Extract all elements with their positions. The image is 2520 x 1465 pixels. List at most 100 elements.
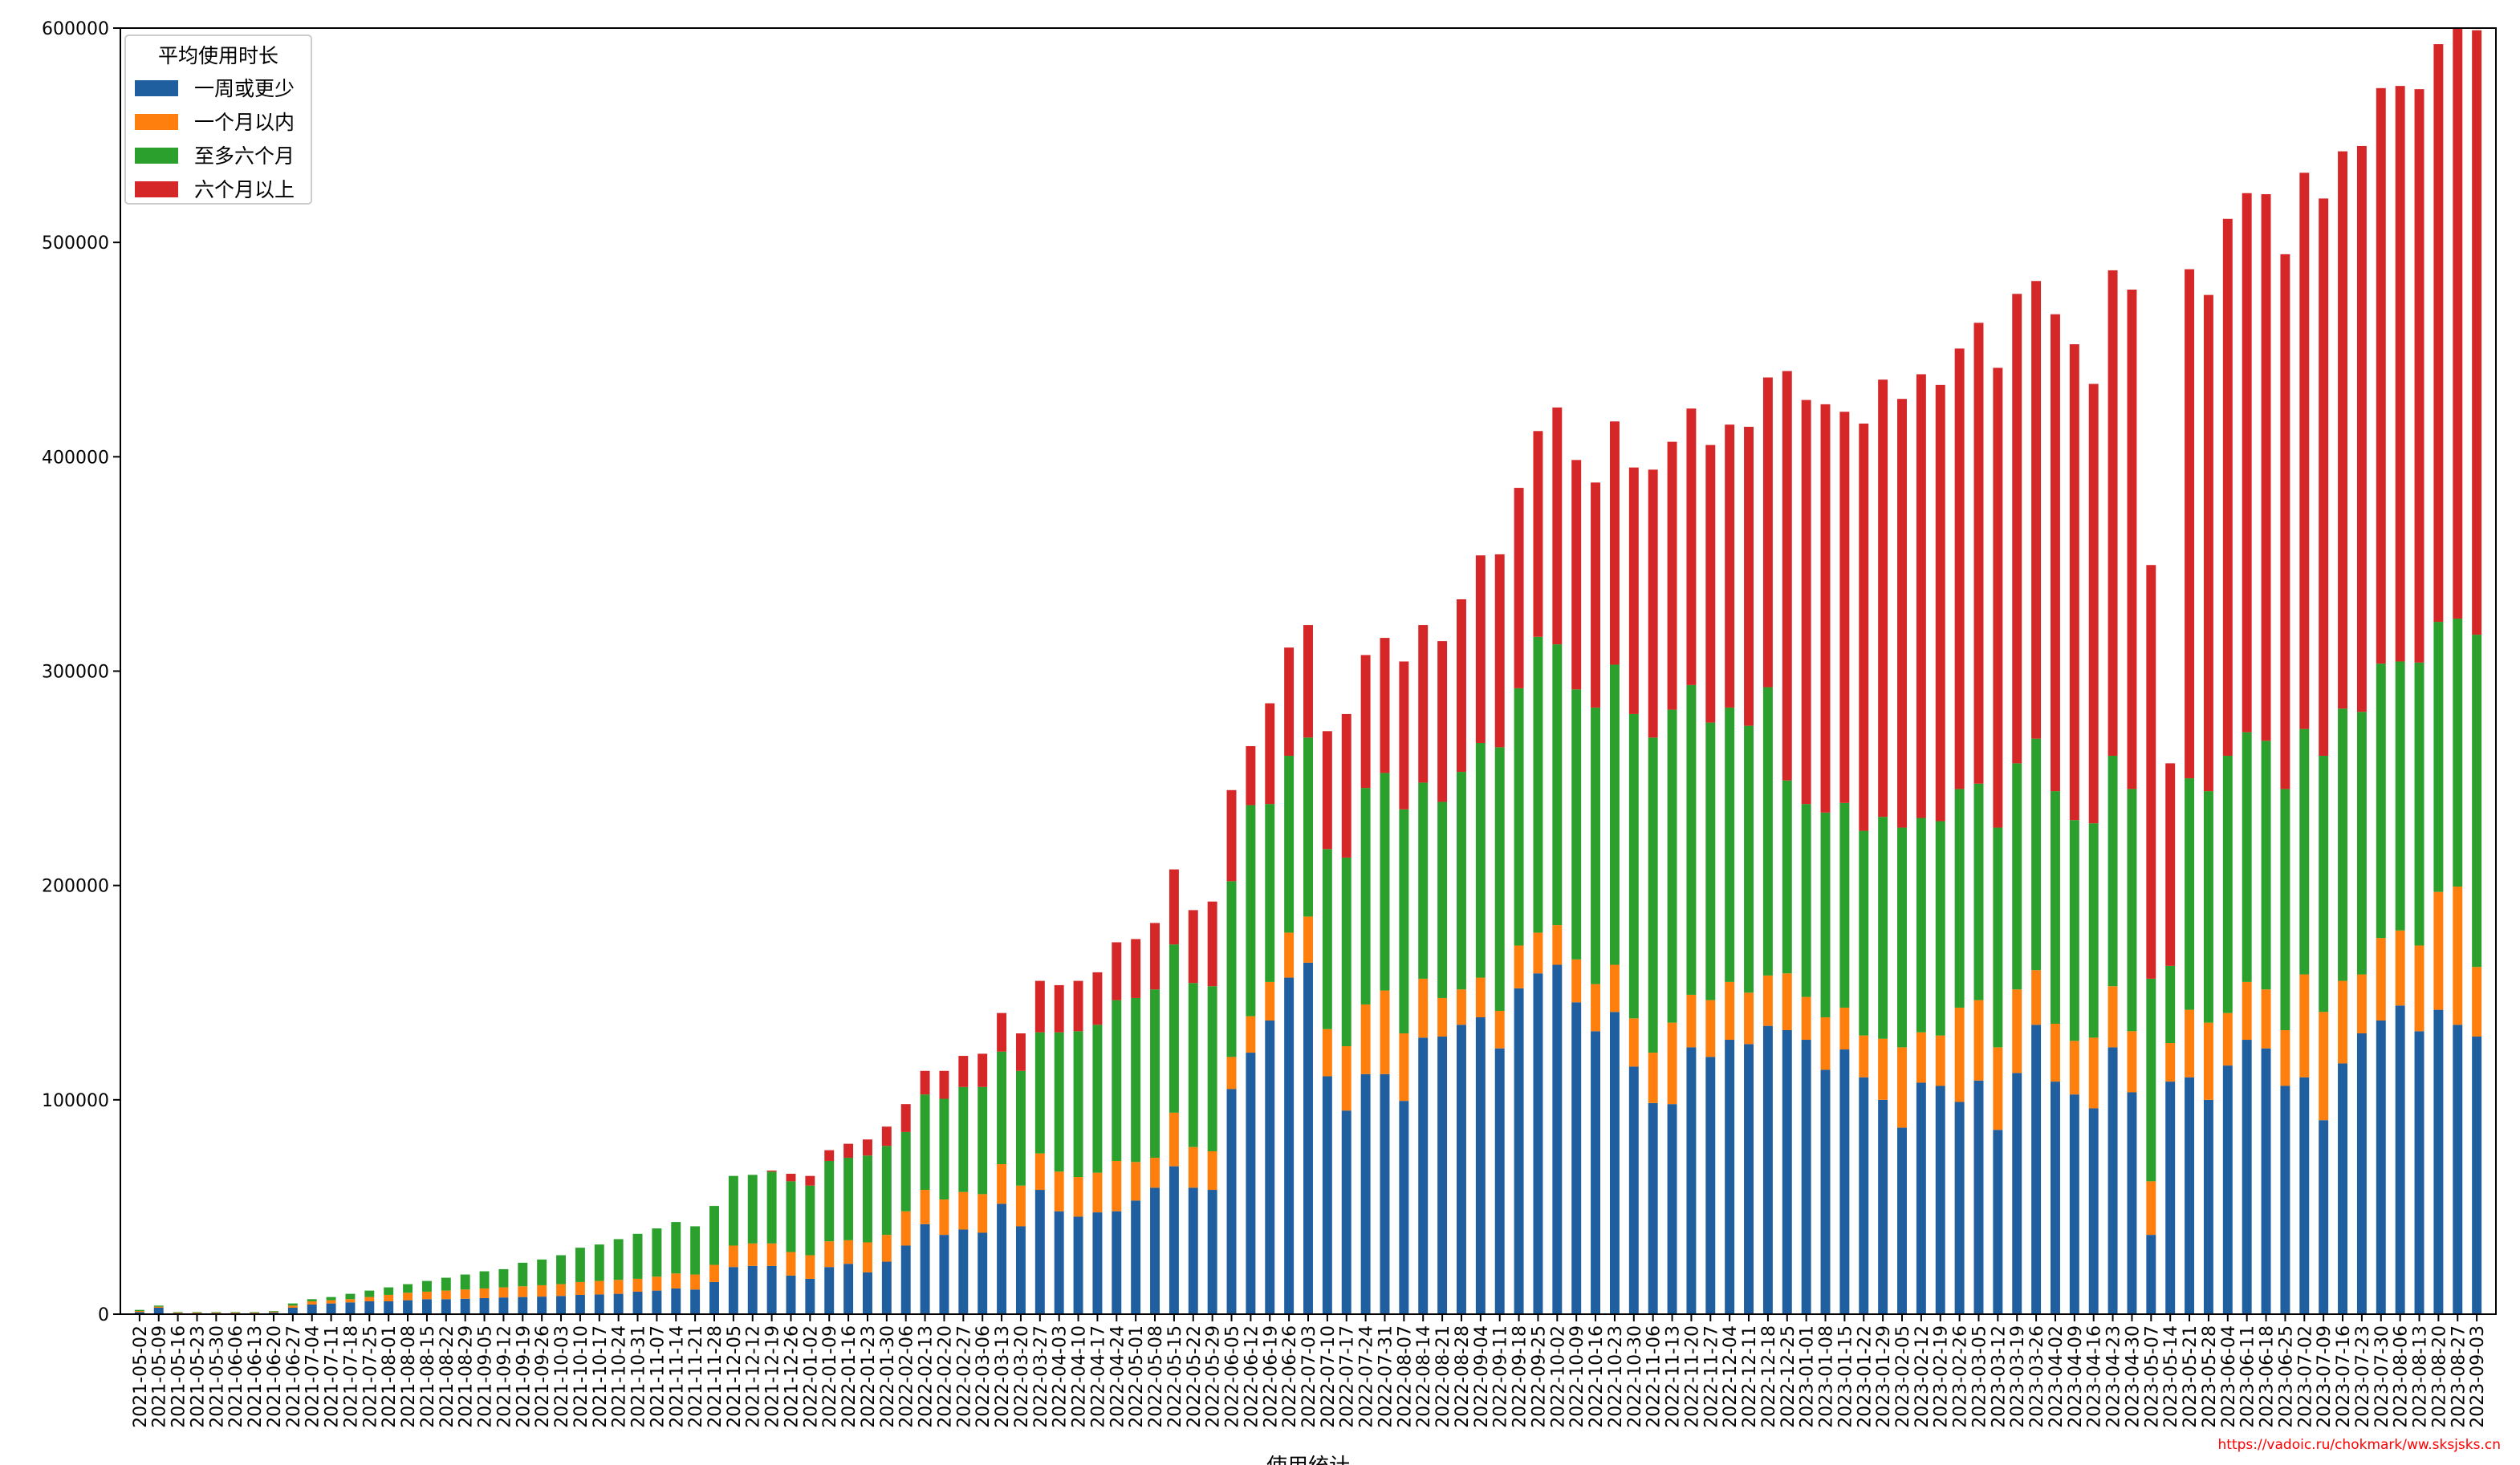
bar-stack [1169,869,1179,1314]
bar-segment [250,1312,260,1313]
bar-segment [1150,1157,1160,1188]
bar-segment [863,1272,872,1314]
bar-segment [2107,986,2118,1048]
bar-segment [2338,151,2347,709]
bar-segment [211,1312,222,1313]
bar-stack [575,1248,585,1314]
x-tick-label: 2023-05-07 [2142,1325,2162,1428]
x-tick-label: 2023-01-08 [1817,1325,1837,1428]
x-tick-label: 2021-12-05 [725,1325,745,1428]
bar-segment [1112,942,1122,1000]
x-tick-label: 2021-11-14 [667,1325,687,1428]
bar-segment [2280,1086,2290,1314]
bar-segment [690,1274,701,1290]
bar-stack [1188,910,1198,1314]
bar-segment [1092,1025,1103,1173]
bar-segment [2376,664,2386,939]
bar-stack [1648,469,1658,1314]
legend-label: 至多六个月 [194,144,295,168]
bar-segment [537,1259,547,1285]
x-tick-label: 2022-11-13 [1664,1325,1684,1428]
bar-segment [1015,1070,1026,1186]
x-tick-label: 2023-08-06 [2392,1325,2412,1428]
bar-segment [1628,1018,1639,1067]
bar-segment [2356,145,2367,712]
bar-segment [2453,619,2463,887]
bar-segment [269,1310,278,1312]
bar-segment [2453,1025,2463,1314]
bar-segment [1667,441,1677,710]
x-tick-label: 2021-05-02 [131,1325,151,1428]
x-tick-label: 2023-05-28 [2200,1325,2220,1428]
bar-segment [652,1290,662,1314]
bar-segment [766,1243,777,1266]
bar-stack [518,1262,528,1314]
bar-stack [594,1244,604,1314]
bar-segment [939,1235,949,1314]
bar-segment [920,1070,930,1095]
bar-segment [345,1302,356,1314]
bar-stack [269,1310,278,1314]
x-tick-label: 2023-01-22 [1855,1325,1875,1428]
bar-stack [1399,661,1409,1314]
bar-stack [1993,367,2003,1314]
bar-segment [1188,910,1198,984]
bar-segment [805,1175,815,1186]
bar-segment [1169,1166,1179,1314]
bar-segment [1609,964,1620,1013]
x-tick-label: 2022-07-03 [1299,1325,1319,1428]
x-tick-label: 2023-05-14 [2161,1325,2181,1428]
bar-segment [2472,30,2482,635]
bar-stack [134,1309,144,1314]
bar-segment [1265,1020,1275,1314]
bar-segment [2203,1099,2213,1314]
bar-segment [881,1235,892,1262]
bar-segment [1073,1031,1083,1178]
bar-stack [498,1268,509,1314]
bar-stack [1360,655,1371,1314]
x-tick-label: 2023-03-05 [1969,1325,1990,1428]
bar-segment [1744,1044,1754,1314]
bar-segment [287,1307,298,1314]
x-tick-label: 2022-05-22 [1185,1325,1205,1428]
bar-stack [1878,379,1888,1314]
bar-stack [2242,193,2252,1314]
bar-segment [1131,1162,1141,1201]
x-tick-label: 2021-10-31 [629,1325,649,1428]
bar-segment [2203,1022,2213,1100]
bar-segment [1207,1190,1217,1314]
bar-stack [747,1175,758,1314]
bar-segment [1073,1216,1083,1314]
bar-segment [1360,1004,1371,1074]
bar-segment [498,1268,509,1288]
bar-segment [843,1143,854,1158]
bar-segment [1820,404,1831,813]
bar-segment [2356,712,2367,975]
x-tick-label: 2023-04-30 [2123,1325,2143,1428]
bar-stack [2051,314,2060,1314]
bar-segment [1514,488,1524,688]
x-tick-label: 2022-01-30 [878,1325,898,1428]
x-tick-label: 2022-03-27 [1031,1325,1051,1428]
bar-segment [421,1291,432,1300]
bar-segment [1150,1187,1160,1314]
bar-stack [2203,294,2213,1314]
bar-segment [1839,1007,1850,1050]
x-tick-label: 2022-06-05 [1223,1325,1243,1428]
x-tick-label: 2023-06-18 [2258,1325,2278,1428]
bar-stack [2069,344,2079,1314]
bar-segment [2165,1082,2176,1314]
bar-segment [671,1222,681,1274]
bar-segment [997,1013,1007,1052]
bar-segment [2088,1108,2099,1314]
bar-stack [1859,423,1869,1314]
x-tick-label: 2021-07-18 [341,1325,361,1428]
bar-segment [1073,1177,1083,1217]
bar-stack [1782,371,1792,1314]
bar-segment [1954,1007,1965,1102]
bar-segment [1150,923,1160,990]
bar-stack [900,1104,911,1314]
bar-segment [1705,722,1716,1000]
legend-swatch [135,181,178,197]
